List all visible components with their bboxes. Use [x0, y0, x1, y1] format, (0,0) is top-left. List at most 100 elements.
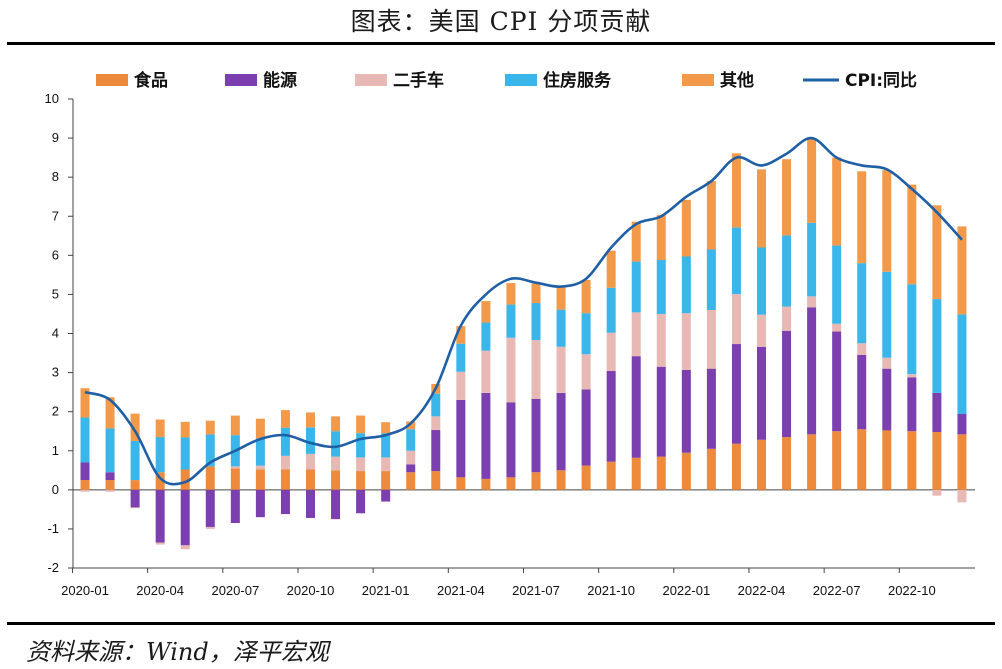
bar-segment [832, 323, 842, 332]
axes: -2 -1 0 1 2 3 4 5 6 7 8 9 10 2020-01 2020-04 2020-07 202… [45, 91, 975, 598]
bar-segment [731, 153, 741, 228]
bar-segment [606, 461, 616, 490]
bar-segment [907, 184, 917, 285]
bar-segment [180, 545, 190, 550]
y-tick-label: 2 [52, 404, 59, 419]
bar-segment [230, 489, 240, 524]
bar-segment [706, 448, 716, 490]
x-tick-label: 2021-04 [437, 583, 485, 598]
bar-segment [80, 462, 90, 481]
y-tick-label: 6 [52, 247, 59, 262]
bar-segment [832, 245, 842, 324]
x-tick-label: 2020-10 [287, 583, 335, 598]
bar-segment [356, 489, 366, 514]
bar-segment [531, 472, 541, 490]
bar-segment [932, 489, 942, 496]
bar-segment [80, 388, 90, 418]
bar-segment [306, 453, 315, 470]
bar-segment [807, 138, 817, 223]
bar-segment [331, 431, 341, 457]
bar-segment [356, 433, 366, 458]
bar-segment [681, 369, 691, 453]
bar-segment [481, 301, 491, 323]
bar-segment [531, 303, 541, 341]
bar-segment [631, 312, 641, 357]
bar-segment [431, 471, 441, 490]
bar-segment [531, 283, 541, 304]
bar-segment [80, 480, 90, 490]
bar-segment [280, 489, 290, 515]
bar-segment [581, 354, 591, 390]
bar-segment [406, 464, 416, 473]
bar-segment [757, 346, 766, 440]
bar-segment [306, 489, 315, 518]
bar-segment [230, 466, 240, 469]
bar-segment [656, 313, 666, 367]
bar-segment [356, 457, 366, 472]
bar-segment [907, 374, 917, 378]
bar-segment [581, 389, 591, 466]
x-tick-label: 2021-10 [587, 583, 635, 598]
bar-segment [957, 414, 967, 435]
bar-segment [706, 368, 716, 449]
bar-segment [80, 417, 90, 463]
bar-segment [731, 294, 741, 345]
bar-segment [731, 227, 741, 295]
y-tick-label: 9 [52, 130, 59, 145]
legend: 食品 能源 二手车 住房服务 其他 CPI:同比 [96, 70, 917, 91]
bar-segment [381, 457, 391, 472]
bar-segment [606, 332, 616, 372]
bar-segment [381, 471, 391, 490]
legend-swatch [225, 74, 257, 86]
bar-segment [681, 256, 691, 314]
bar-segment [431, 393, 441, 417]
legend-label: 食品 [134, 70, 168, 91]
legend-label: 住房服务 [543, 70, 612, 91]
bar-segment [807, 296, 817, 308]
bar-segment [180, 489, 190, 546]
bar-segment [757, 314, 766, 347]
bar-segment [306, 427, 315, 454]
bar-segment [155, 419, 165, 438]
bar-segment [531, 340, 541, 399]
y-tick-label: 7 [52, 208, 59, 223]
bar-segment [506, 337, 516, 403]
x-tick-label: 2021-07 [512, 583, 560, 598]
bar-segment [857, 171, 867, 264]
bar-segment [456, 371, 466, 400]
legend-swatch [505, 74, 537, 86]
legend-label: 二手车 [393, 70, 444, 91]
bar-segment [155, 489, 165, 543]
legend-swatch [682, 74, 714, 86]
chart-title: 图表：美国 CPI 分项贡献 [350, 7, 652, 36]
x-tick-label: 2021-01 [362, 583, 410, 598]
bar-segment [782, 306, 792, 331]
bar-segment [907, 431, 917, 490]
bar-segment [205, 489, 215, 527]
x-tick-label: 2022-10 [888, 583, 936, 598]
bar-segment [907, 377, 917, 432]
legend-swatch [355, 74, 387, 86]
legend-label: 能源 [263, 70, 297, 91]
bar-segment [757, 439, 766, 490]
bar-segment [631, 221, 641, 262]
bar-segment [631, 356, 641, 458]
x-tick-label: 2020-01 [61, 583, 109, 598]
bar-segment [456, 326, 466, 344]
bar-segment [656, 366, 666, 457]
bar-segment [832, 431, 842, 490]
bottom-rule [7, 622, 995, 625]
bar-segment [130, 489, 140, 508]
bar-segment [280, 427, 290, 456]
bar-segment [882, 271, 892, 358]
legend-label: 其他 [720, 70, 754, 91]
x-tick-label: 2022-04 [738, 583, 786, 598]
bar-segment [280, 469, 290, 490]
bar-segment [481, 322, 491, 351]
bar-segment [606, 371, 616, 462]
bar-segment [255, 489, 265, 518]
bar-segment [205, 420, 215, 435]
source-note: 资料来源：Wind，泽平宏观 [26, 638, 329, 666]
bar-segment [406, 472, 416, 490]
bar-segment [80, 489, 90, 492]
